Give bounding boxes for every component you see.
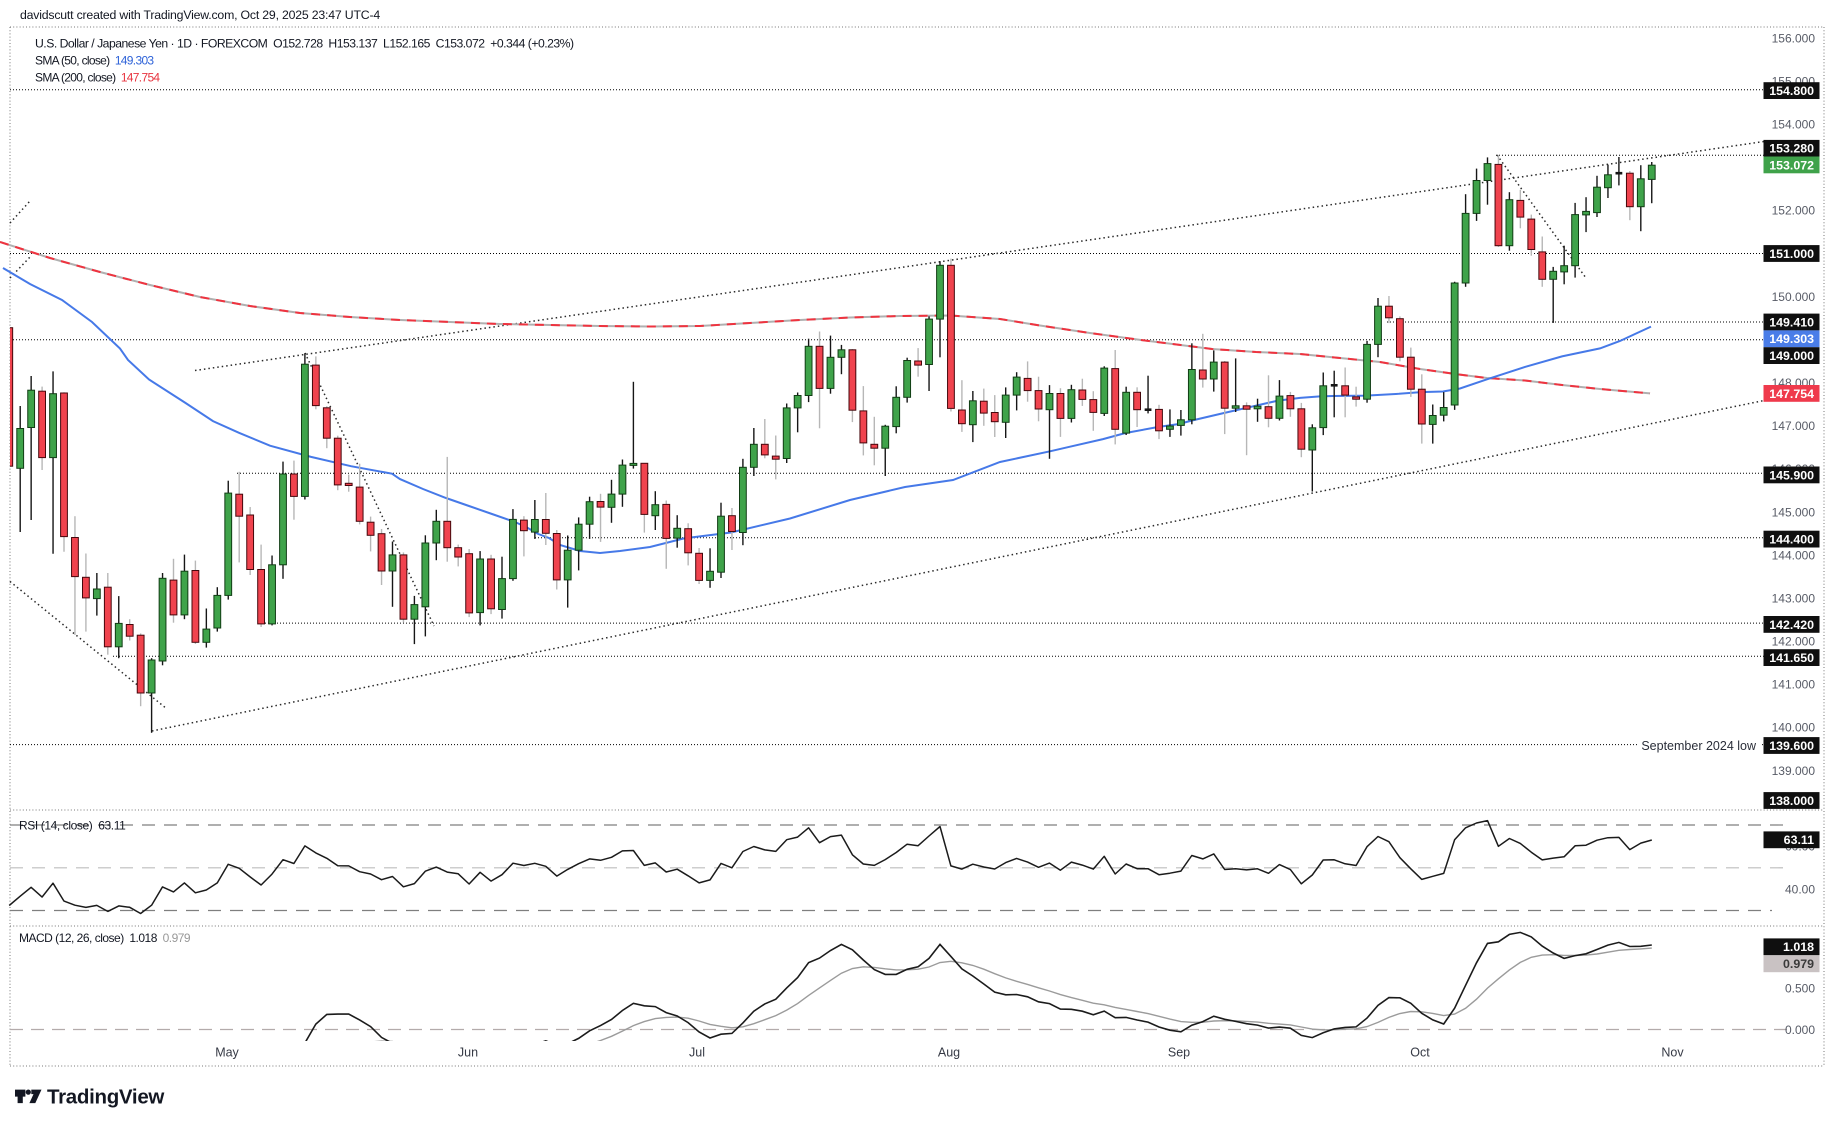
svg-text:154.000: 154.000 <box>1772 118 1816 132</box>
svg-text:141.000: 141.000 <box>1772 678 1816 692</box>
svg-text:149.410: 149.410 <box>1769 315 1814 329</box>
svg-text:139.000: 139.000 <box>1772 764 1816 778</box>
svg-text:152.000: 152.000 <box>1772 204 1816 218</box>
svg-text:0.979: 0.979 <box>1783 957 1814 971</box>
svg-text:Nov: Nov <box>1661 1046 1684 1060</box>
svg-text:0.500: 0.500 <box>1785 981 1815 995</box>
svg-text:145.000: 145.000 <box>1772 505 1816 519</box>
svg-text:151.000: 151.000 <box>1769 247 1814 261</box>
svg-text:140.000: 140.000 <box>1772 721 1816 735</box>
svg-text:September 2024 low: September 2024 low <box>1641 739 1757 753</box>
svg-text:144.400: 144.400 <box>1769 533 1814 547</box>
svg-text:143.000: 143.000 <box>1772 592 1816 606</box>
svg-text:RSI (14, close) 63.11: RSI (14, close) 63.11 <box>19 818 126 832</box>
svg-text:149.303: 149.303 <box>1769 332 1814 346</box>
svg-text:147.754: 147.754 <box>1769 387 1814 401</box>
svg-text:davidscutt created with Tradin: davidscutt created with TradingView.com,… <box>20 8 380 22</box>
svg-text:0.000: 0.000 <box>1785 1023 1815 1037</box>
svg-text:138.000: 138.000 <box>1769 794 1814 808</box>
svg-text:1.018: 1.018 <box>1783 940 1814 954</box>
svg-text:Jul: Jul <box>689 1046 705 1060</box>
svg-text:Sep: Sep <box>1168 1046 1190 1060</box>
svg-text:MACD (12, 26, close) 1.018 0: MACD (12, 26, close) 1.018 0.979 <box>19 931 191 945</box>
svg-text:142.000: 142.000 <box>1772 635 1816 649</box>
svg-text:150.000: 150.000 <box>1772 290 1816 304</box>
svg-text:SMA (50, close) 149.303: SMA (50, close) 149.303 <box>35 54 154 68</box>
svg-text:Oct: Oct <box>1410 1046 1430 1060</box>
svg-text:139.600: 139.600 <box>1769 739 1814 753</box>
svg-text:May: May <box>215 1046 239 1060</box>
svg-text:154.800: 154.800 <box>1769 84 1814 98</box>
svg-text:145.900: 145.900 <box>1769 468 1814 482</box>
svg-text:Jun: Jun <box>458 1046 478 1060</box>
svg-text:U.S. Dollar / Japanese Yen · 1: U.S. Dollar / Japanese Yen · 1D · FOREXC… <box>35 37 574 51</box>
svg-text:141.650: 141.650 <box>1769 651 1814 665</box>
svg-text:149.000: 149.000 <box>1769 349 1814 363</box>
svg-text:63.11: 63.11 <box>1784 833 1814 847</box>
svg-text:142.420: 142.420 <box>1769 618 1814 632</box>
svg-text:144.000: 144.000 <box>1772 548 1816 562</box>
svg-text:SMA (200, close) 147.754: SMA (200, close) 147.754 <box>35 71 160 85</box>
svg-text:153.072: 153.072 <box>1769 158 1814 172</box>
svg-text:147.000: 147.000 <box>1772 419 1816 433</box>
svg-text:156.000: 156.000 <box>1772 31 1816 45</box>
svg-text:153.280: 153.280 <box>1769 142 1814 156</box>
svg-text:Aug: Aug <box>938 1046 960 1060</box>
svg-text:TradingView: TradingView <box>47 1086 164 1109</box>
svg-text:40.00: 40.00 <box>1785 882 1815 896</box>
